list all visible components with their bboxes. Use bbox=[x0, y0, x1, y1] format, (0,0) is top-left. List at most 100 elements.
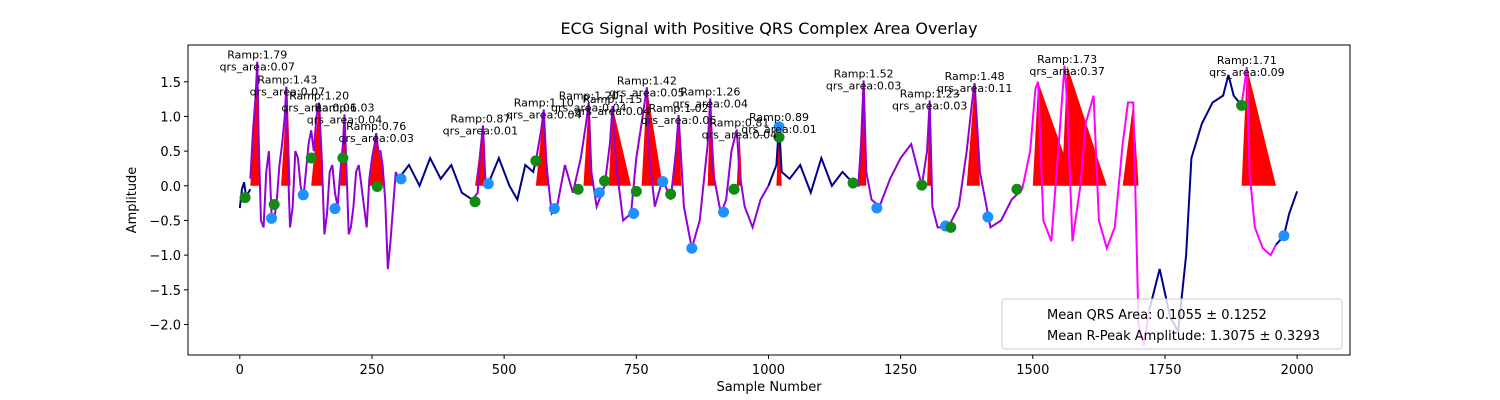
qrs-area bbox=[673, 115, 682, 186]
peak-annotation: Ramp:0.81 bbox=[709, 117, 769, 130]
peak-annotation: Ramp:1.10 bbox=[514, 96, 574, 109]
peak-annotation: qrs_area:0.07 bbox=[220, 61, 295, 74]
peak-point bbox=[630, 185, 642, 197]
qrs-area bbox=[1241, 67, 1276, 186]
y-tick-label: −0.5 bbox=[149, 214, 181, 229]
x-tick-label: 1250 bbox=[884, 363, 917, 378]
peak-annotation: Ramp:1.03 bbox=[314, 101, 374, 114]
peak-point bbox=[1236, 99, 1248, 111]
chart-title: ECG Signal with Positive QRS Complex Are… bbox=[560, 19, 977, 38]
signal-line bbox=[534, 87, 770, 249]
qrs-area bbox=[966, 83, 980, 186]
peak-annotation: Ramp:1.73 bbox=[1037, 53, 1097, 66]
peak-annotation: Ramp:1.48 bbox=[945, 70, 1005, 83]
signal-line bbox=[852, 80, 1023, 230]
peak-point bbox=[337, 152, 349, 164]
peak-point bbox=[773, 131, 785, 143]
x-tick-label: 250 bbox=[360, 363, 385, 378]
peak-point bbox=[1011, 183, 1023, 195]
signal-line bbox=[1275, 190, 1299, 246]
peak-annotation: qrs_area:0.09 bbox=[1209, 66, 1284, 79]
peak-annotation: Ramp:0.87 bbox=[450, 112, 510, 125]
legend-text: Mean R-Peak Amplitude: 1.3075 ± 0.3293 bbox=[1047, 329, 1320, 344]
peak-annotation: Ramp:1.15 bbox=[582, 93, 642, 106]
signal-line bbox=[397, 155, 473, 201]
qrs-area bbox=[369, 133, 386, 186]
y-tick-label: −1.0 bbox=[149, 249, 181, 264]
peak-point bbox=[1278, 230, 1290, 242]
signal-line bbox=[1021, 65, 1151, 346]
peak-point bbox=[305, 152, 317, 164]
peak-point bbox=[530, 155, 542, 167]
peak-annotation: Ramp:1.79 bbox=[227, 49, 287, 62]
peak-point bbox=[628, 208, 640, 220]
peak-point bbox=[572, 183, 584, 195]
peak-point bbox=[773, 121, 785, 133]
peak-annotation: qrs_area:0.04 bbox=[551, 102, 626, 115]
peak-annotation: Ramp:0.89 bbox=[749, 111, 809, 124]
peak-annotation: qrs_area:0.04 bbox=[307, 113, 382, 126]
peak-point bbox=[945, 221, 957, 233]
y-tick-label: 1.0 bbox=[160, 110, 181, 125]
signal-line bbox=[487, 155, 537, 203]
x-tick-label: 1500 bbox=[1016, 363, 1049, 378]
peak-annotation: qrs_area:0.07 bbox=[250, 86, 325, 99]
peak-annotation: qrs_area:0.04 bbox=[702, 129, 777, 142]
peak-point bbox=[266, 212, 278, 224]
peak-annotation: Ramp:1.71 bbox=[1217, 54, 1277, 67]
peak-annotation: Ramp:1.20 bbox=[559, 90, 619, 103]
peak-annotation: qrs_area:0.01 bbox=[443, 124, 518, 137]
peak-point bbox=[686, 242, 698, 254]
peak-annotation: qrs_area:0.03 bbox=[338, 132, 413, 145]
peak-annotation: Ramp:1.52 bbox=[834, 67, 894, 80]
x-tick-label: 750 bbox=[624, 363, 649, 378]
peak-point bbox=[482, 178, 494, 190]
y-axis-label: Amplitude bbox=[125, 167, 140, 234]
peak-annotation: Ramp:1.43 bbox=[257, 74, 317, 87]
peak-annotation: Ramp:1.20 bbox=[289, 90, 349, 103]
peak-annotation: qrs_area:0.06 bbox=[281, 102, 356, 115]
peak-annotation: Ramp:0.76 bbox=[346, 120, 406, 133]
y-tick-label: 0.5 bbox=[160, 145, 181, 160]
peak-point bbox=[395, 173, 407, 185]
y-tick-label: 0.0 bbox=[160, 180, 181, 195]
axes-frame bbox=[187, 44, 1351, 356]
y-tick-label: −1.5 bbox=[149, 284, 181, 299]
signal-line bbox=[1240, 67, 1277, 257]
x-tick-label: 2000 bbox=[1281, 363, 1314, 378]
peak-annotation: Ramp:1.23 bbox=[900, 87, 960, 100]
legend-text: Mean QRS Area: 0.1055 ± 0.1252 bbox=[1047, 308, 1267, 323]
qrs-area bbox=[776, 124, 782, 186]
peak-annotation: Ramp:1.02 bbox=[649, 102, 709, 115]
peak-point bbox=[728, 183, 740, 195]
x-tick-label: 1000 bbox=[752, 363, 785, 378]
signal-line bbox=[238, 182, 252, 209]
peak-annotation: Ramp:1.42 bbox=[617, 74, 677, 87]
plot-area bbox=[238, 61, 1299, 346]
peak-point bbox=[599, 175, 611, 187]
peak-point bbox=[718, 206, 730, 218]
peak-point bbox=[982, 211, 994, 223]
x-tick-label: 0 bbox=[236, 363, 244, 378]
peak-point bbox=[871, 202, 883, 214]
peak-annotation: Ramp:1.26 bbox=[680, 85, 740, 98]
peak-annotation: qrs_area:0.04 bbox=[673, 97, 748, 110]
peak-point bbox=[657, 176, 669, 188]
peak-point bbox=[297, 189, 309, 201]
y-tick-label: 1.5 bbox=[160, 76, 181, 91]
peak-annotation: qrs_area:0.11 bbox=[937, 82, 1012, 95]
x-tick-label: 1750 bbox=[1148, 363, 1181, 378]
y-tick-label: −2.0 bbox=[149, 318, 181, 333]
peak-point bbox=[329, 203, 341, 215]
peak-point bbox=[665, 188, 677, 200]
x-tick-label: 500 bbox=[492, 363, 517, 378]
peak-point bbox=[593, 187, 605, 199]
peak-annotation: qrs_area:0.03 bbox=[826, 79, 901, 92]
peak-annotation: qrs_area:0.04 bbox=[575, 105, 650, 118]
peak-annotation: qrs_area:0.37 bbox=[1029, 65, 1104, 78]
peak-annotation: qrs_area:0.03 bbox=[892, 99, 967, 112]
peak-point bbox=[548, 203, 560, 215]
peak-annotation: qrs_area:0.05 bbox=[609, 86, 684, 99]
legend-box bbox=[1001, 298, 1343, 350]
